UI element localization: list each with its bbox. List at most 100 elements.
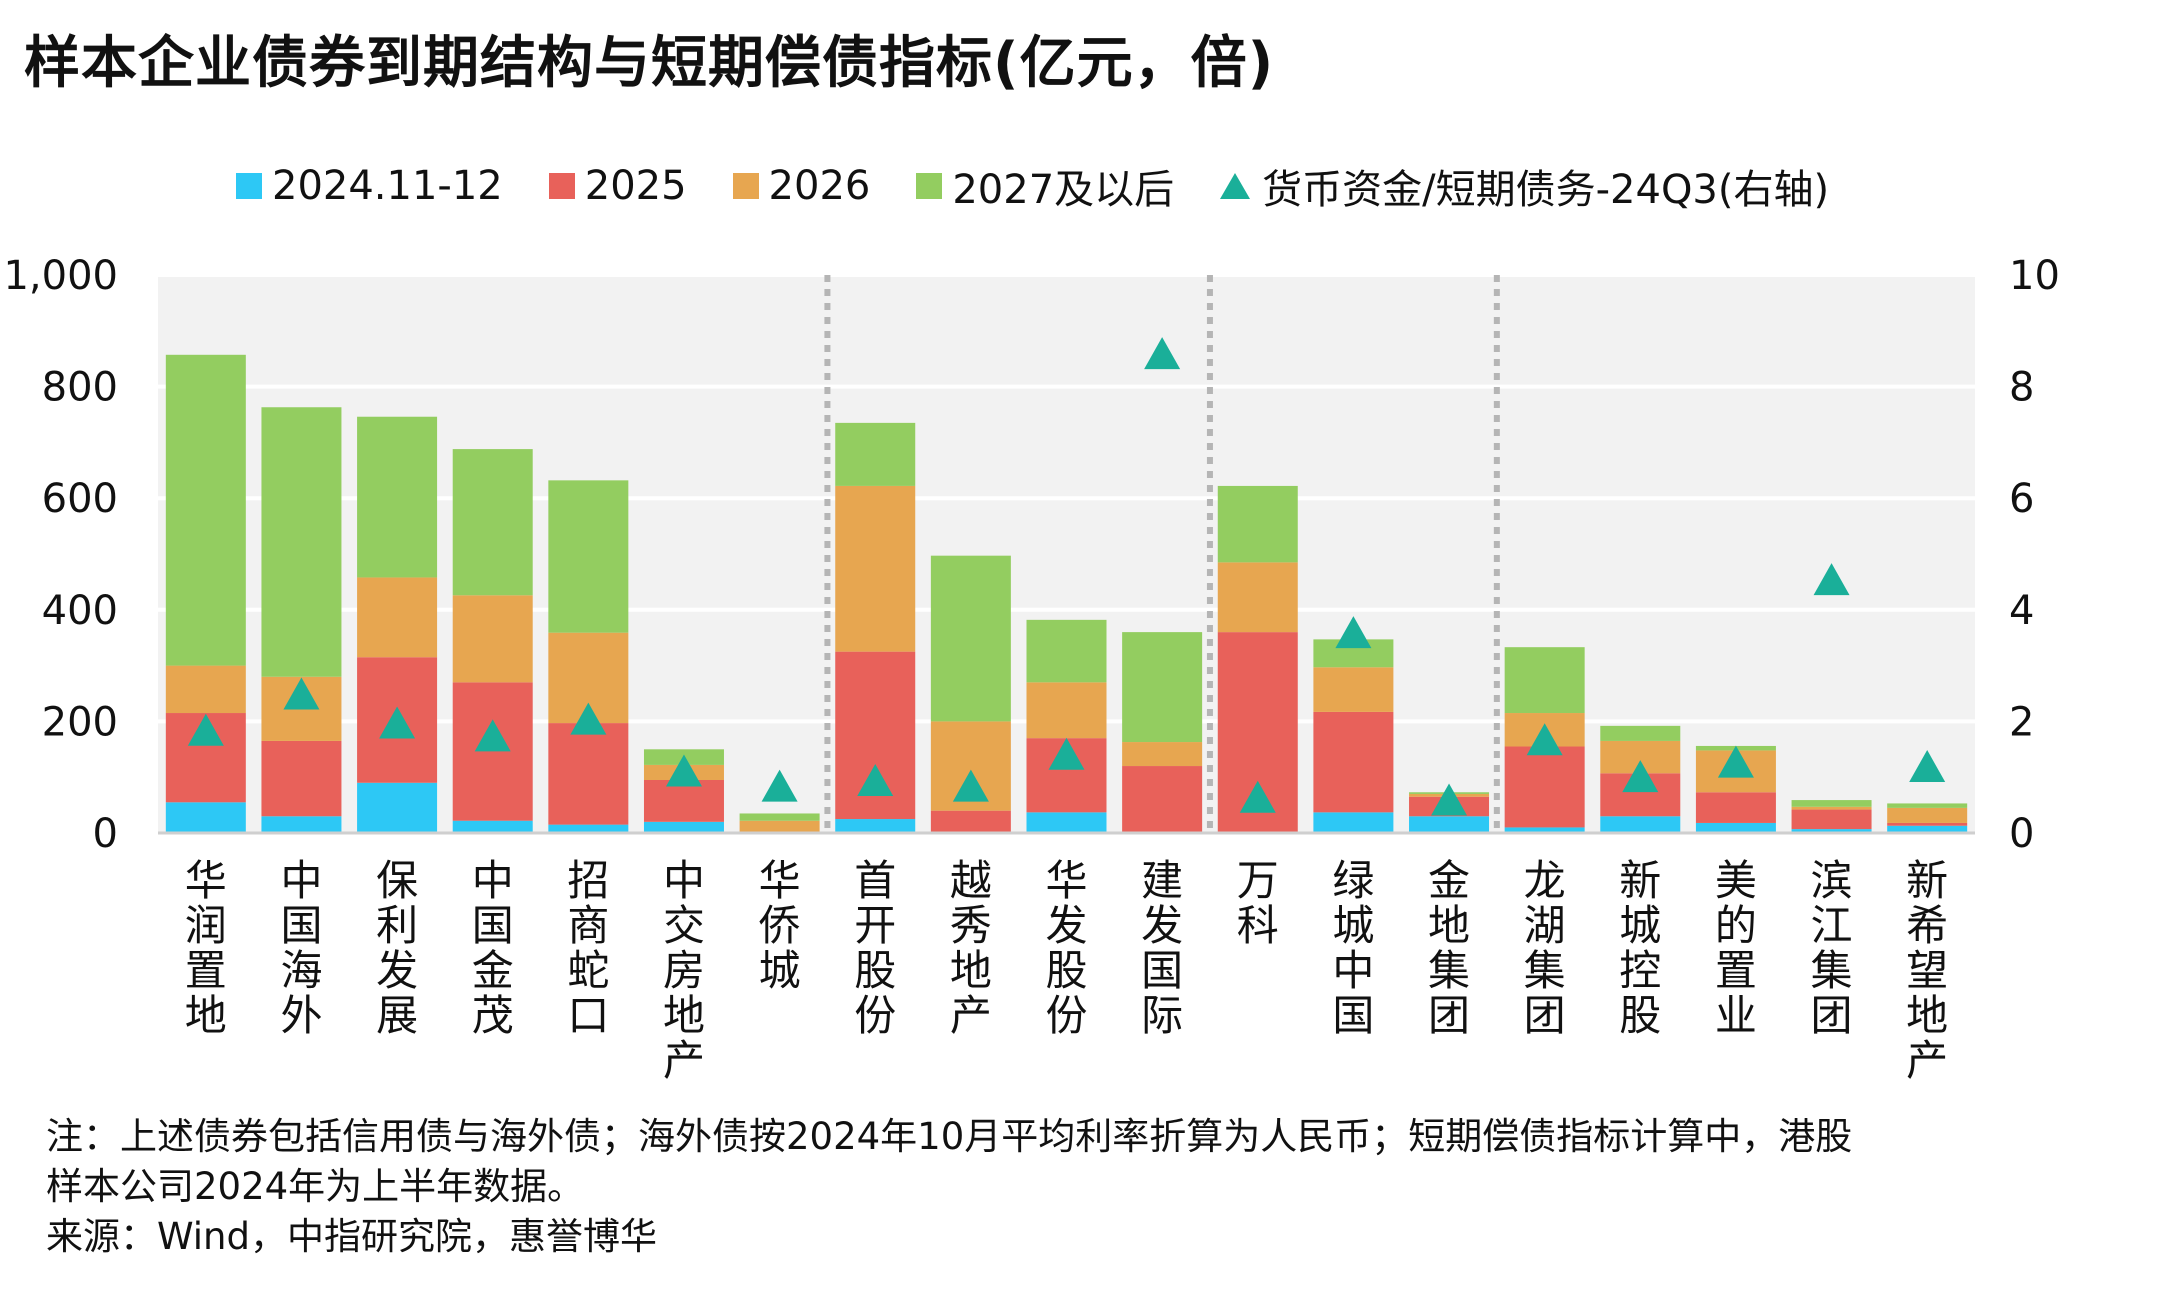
ratio-marker [570, 702, 607, 735]
bar-segment-2026 [1313, 667, 1394, 712]
category-label-char: 国 [472, 901, 514, 950]
category-label-char: 保 [376, 856, 418, 905]
ratio-marker [1048, 737, 1085, 770]
category-label-char: 金 [1428, 856, 1470, 905]
bar-segment-2024-11-12 [261, 816, 342, 833]
category-label-char: 国 [1332, 991, 1374, 1040]
ratio-marker [474, 719, 511, 752]
ratio-marker [952, 769, 989, 802]
category-label-char: 茂 [472, 991, 514, 1040]
category-label-char: 产 [663, 1036, 705, 1085]
bar-segment-2024-11-12 [1791, 829, 1872, 833]
category-label-char: 置 [185, 946, 227, 995]
category-label-char: 集 [1428, 946, 1470, 995]
category-label-char: 中 [280, 856, 322, 905]
category-label-char: 华 [185, 856, 227, 905]
category-label-char: 海 [280, 946, 322, 995]
ratio-marker [379, 706, 416, 739]
category-label-char: 城 [1619, 901, 1661, 950]
category-label-char: 口 [567, 991, 609, 1040]
category-label-char: 控 [1619, 946, 1661, 995]
bar-segment-2026 [739, 820, 820, 833]
bar-segment-2026 [1791, 806, 1872, 810]
bar-segment-2024-11-12 [1695, 822, 1776, 833]
bar-segment-2027-plus [1600, 725, 1681, 741]
y-tick-label: 1,000 [3, 253, 118, 299]
category-label-char: 中 [472, 856, 514, 905]
bar-segment-2026 [452, 595, 533, 683]
y2-tick-label: 10 [2009, 253, 2060, 299]
bar-segment-2024-11-12 [643, 821, 724, 833]
category-label-char: 美 [1715, 856, 1757, 905]
footnote: 注：上述债券包括信用债与海外债；海外债按2024年10月平均利率折算为人民币；短… [46, 1112, 2146, 1262]
bar-segment-2027-plus [452, 449, 533, 596]
bar-segment-2025 [1791, 809, 1872, 830]
category-label-char: 润 [185, 901, 227, 950]
category-label-char: 新 [1619, 856, 1661, 905]
bar-segment-2024-11-12 [1313, 812, 1394, 833]
legend-swatch-s4 [916, 173, 943, 199]
bar-segment-2027-plus [357, 416, 438, 578]
legend-item-s3: 2026 [732, 163, 870, 209]
category-label-char: 房 [663, 946, 705, 995]
ratio-marker [283, 677, 320, 710]
bar-segment-2027-plus [1504, 647, 1585, 714]
bar-segment-2024-11-12 [357, 782, 438, 833]
category-label-char: 团 [1811, 991, 1853, 1040]
category-label-char: 股 [1619, 991, 1661, 1040]
bar-segment-2025 [1695, 792, 1776, 823]
triangle-icon [1220, 173, 1251, 199]
category-label-char: 业 [1715, 991, 1757, 1040]
bar-segment-2027-plus [1217, 485, 1298, 563]
y2-tick-label: 2 [2009, 699, 2034, 745]
category-label-char: 的 [1715, 901, 1757, 950]
bar-segment-2024-11-12 [1887, 825, 1968, 833]
category-label-char: 份 [854, 991, 896, 1040]
category-label-char: 地 [950, 946, 992, 995]
bar-segment-2025 [1122, 766, 1203, 833]
bar-segment-2026 [1217, 562, 1298, 633]
category-label-char: 集 [1524, 946, 1566, 995]
category-label-char: 国 [1141, 946, 1183, 995]
category-label-char: 地 [185, 991, 227, 1040]
category-label-char: 华 [759, 856, 801, 905]
legend-swatch-s3 [732, 173, 759, 199]
category-label-char: 外 [280, 991, 322, 1040]
footnote-line-1: 注：上述债券包括信用债与海外债；海外债按2024年10月平均利率折算为人民币；短… [46, 1115, 1853, 1158]
bar-segment-2026 [835, 485, 916, 652]
legend-item-ratio: 货币资金/短期债务-24Q3(右轴) [1220, 157, 1829, 215]
category-label-char: 龙 [1524, 856, 1566, 905]
category-label-char: 发 [376, 946, 418, 995]
y2-tick-label: 8 [2009, 365, 2034, 411]
ratio-marker [665, 754, 702, 787]
category-label-char: 际 [1141, 991, 1183, 1040]
legend-label-s2: 2025 [584, 163, 687, 209]
legend-item-s2: 2025 [548, 163, 687, 209]
category-label-char: 产 [1906, 1036, 1948, 1085]
ratio-marker [1526, 723, 1563, 756]
category-label-char: 湖 [1524, 901, 1566, 950]
legend-item-s1: 2024.11-12 [236, 163, 503, 209]
category-label-char: 发 [1141, 901, 1183, 950]
category-label-char: 望 [1906, 946, 1948, 995]
category-label-char: 置 [1715, 946, 1757, 995]
bar-segment-2025 [1313, 711, 1394, 813]
legend-label-s1: 2024.11-12 [272, 163, 503, 209]
bar-segment-2027-plus [1122, 632, 1203, 743]
ratio-marker [857, 763, 894, 796]
category-label-char: 新 [1906, 856, 1948, 905]
category-label-char: 产 [950, 991, 992, 1040]
category-label-char: 发 [1045, 901, 1087, 950]
category-label-char: 团 [1524, 991, 1566, 1040]
bar-segment-2025 [1504, 746, 1585, 828]
bar-segment-2024-11-12 [1409, 816, 1490, 833]
ratio-marker [1335, 616, 1372, 649]
bar-segment-2024-11-12 [165, 802, 246, 833]
category-label-char: 蛇 [567, 946, 609, 995]
ratio-marker [1239, 780, 1276, 813]
bar-segment-2024-11-12 [1600, 816, 1681, 833]
bar-segment-2025 [261, 740, 342, 817]
category-label-char: 越 [950, 856, 992, 905]
bar-segment-2027-plus [1026, 619, 1107, 683]
y-tick-label: 600 [42, 476, 118, 522]
